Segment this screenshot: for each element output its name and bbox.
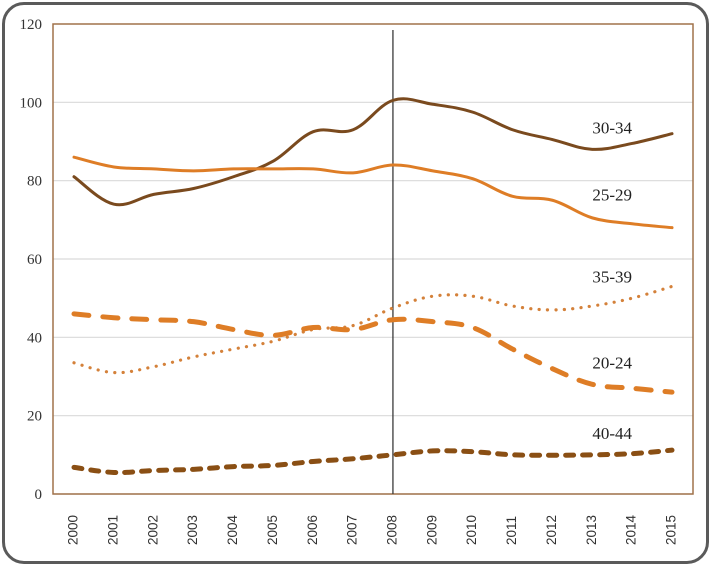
chart-frame bbox=[2, 2, 709, 564]
x-tick-label: 2000 bbox=[66, 515, 81, 545]
x-tick-label: 2013 bbox=[584, 515, 599, 545]
y-tick-label: 80 bbox=[27, 174, 42, 190]
x-tick-label: 2014 bbox=[624, 514, 639, 545]
x-tick-label: 2006 bbox=[305, 515, 320, 545]
series-lines bbox=[71, 97, 675, 476]
series-label-30-34: 30-34 bbox=[592, 119, 632, 138]
series-label-25-29: 25-29 bbox=[592, 185, 632, 204]
series-line-25-29 bbox=[72, 155, 674, 230]
series-label-20-24: 20-24 bbox=[592, 354, 632, 373]
y-tick-label: 60 bbox=[27, 252, 42, 268]
x-tick-label: 2015 bbox=[664, 515, 679, 545]
y-tick-label: 40 bbox=[27, 330, 42, 346]
x-tick-label: 2011 bbox=[504, 516, 519, 545]
x-tick-label: 2003 bbox=[185, 515, 200, 545]
y-tick-label: 100 bbox=[20, 95, 43, 111]
y-tick-label: 0 bbox=[35, 487, 43, 503]
series-line-30-34 bbox=[72, 97, 674, 207]
y-tick-label: 20 bbox=[27, 409, 42, 425]
series-line-35-39 bbox=[72, 284, 674, 375]
series-line-40-44 bbox=[71, 447, 675, 476]
x-tick-label: 2008 bbox=[384, 515, 399, 545]
x-tick-label: 2004 bbox=[225, 514, 240, 545]
series-line-20-24 bbox=[71, 311, 675, 395]
y-tick-label: 120 bbox=[20, 17, 43, 33]
x-tick-label: 2012 bbox=[544, 515, 559, 545]
series-label-40-44: 40-44 bbox=[592, 424, 632, 443]
y-axis-tick-labels: 0 20 40 60 80 100 120 bbox=[20, 17, 43, 503]
plot-area-border bbox=[52, 23, 694, 495]
x-axis-tick-labels: 2000 2001 2002 2003 2004 2005 2006 2007 2008 2009… bbox=[66, 514, 679, 545]
x-tick-label: 2001 bbox=[105, 515, 120, 545]
series-labels: 30-34 25-29 35-39 20-24 40-44 bbox=[592, 119, 632, 443]
x-tick-label: 2010 bbox=[464, 515, 479, 545]
x-tick-label: 2009 bbox=[424, 515, 439, 545]
x-tick-label: 2005 bbox=[265, 515, 280, 545]
x-tick-label: 2002 bbox=[145, 515, 160, 545]
series-label-35-39: 35-39 bbox=[592, 268, 632, 287]
x-tick-label: 2007 bbox=[345, 515, 360, 545]
